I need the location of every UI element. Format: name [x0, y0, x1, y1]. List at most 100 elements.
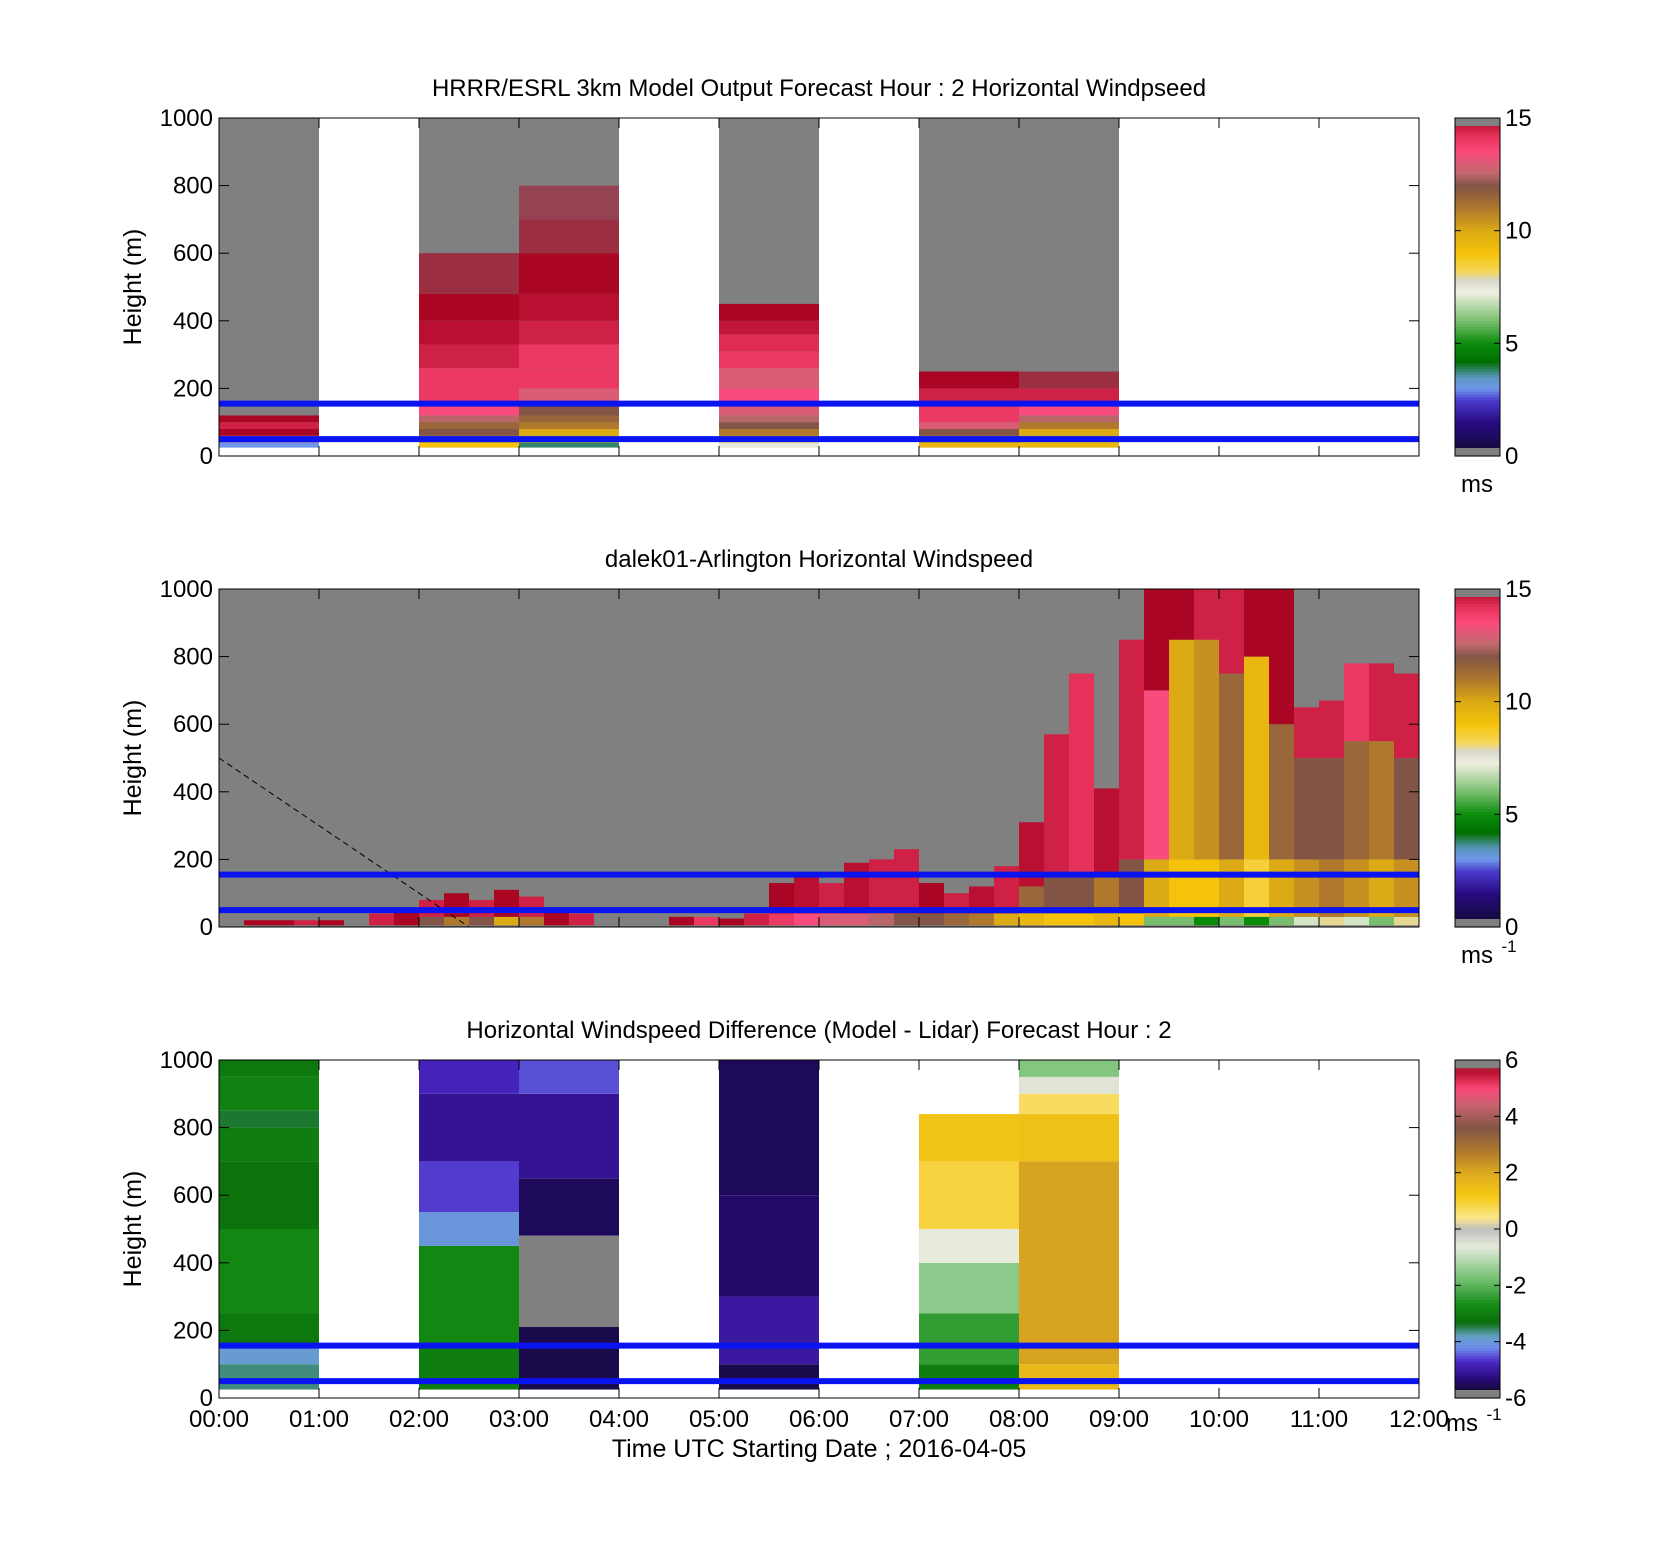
colorbar-tick-label: 0 [1505, 914, 1518, 941]
colorbar-swatch [1455, 1240, 1500, 1244]
no-data-cell [519, 1235, 619, 1328]
colorbar-swatch [1455, 433, 1500, 437]
data-cell [919, 1229, 1019, 1263]
colorbar-swatch [1455, 1144, 1500, 1148]
data-cell [419, 1245, 519, 1348]
data-cell [719, 415, 819, 423]
colorbar-swatch [1455, 281, 1500, 285]
colorbar-swatch [1455, 803, 1500, 807]
colorbar-swatch [1455, 179, 1500, 184]
data-cell [894, 849, 919, 914]
colorbar-swatch [1455, 1321, 1500, 1326]
data-cell [1269, 589, 1294, 725]
colorbar-swatch [1455, 1293, 1500, 1298]
data-cell [1069, 913, 1094, 926]
colorbar-swatch [1455, 622, 1500, 627]
data-cell [919, 428, 1019, 436]
data-cell [219, 415, 319, 423]
colorbar-swatch [1455, 639, 1500, 644]
colorbar-swatch [1455, 907, 1500, 911]
y-axis-label: Height (m) [119, 229, 147, 346]
colorbar-swatch [1455, 1152, 1500, 1157]
colorbar: 0 5 10 15 ms -1 [1454, 576, 1532, 969]
data-cell [419, 415, 519, 423]
colorbar-swatch [1455, 896, 1500, 900]
data-cell [419, 405, 519, 416]
colorbar-swatch [1455, 631, 1500, 635]
colorbar-swatch [1455, 1279, 1500, 1284]
data-cell [1344, 663, 1369, 742]
x-tick-label: 02:00 [389, 1406, 449, 1433]
colorbar-swatch [1455, 667, 1500, 672]
y-tick-label: 800 [173, 1115, 213, 1142]
data-cell [1094, 913, 1119, 926]
data-cell [219, 422, 319, 429]
colorbar-swatch [1455, 227, 1500, 232]
colorbar-tick-label: 5 [1505, 330, 1518, 357]
data-column [919, 883, 944, 926]
colorbar-swatch [1455, 427, 1500, 432]
data-cell [419, 1093, 519, 1162]
colorbar-swatch [1455, 834, 1500, 838]
x-tick-label: 11:00 [1290, 1406, 1348, 1433]
y-tick-label: 800 [173, 644, 213, 671]
data-column [269, 920, 294, 926]
data-cell [1319, 758, 1344, 860]
data-column [1019, 1060, 1119, 1390]
colorbar-swatch [1455, 1274, 1500, 1278]
data-cell [1219, 589, 1244, 674]
data-column [919, 1114, 1019, 1390]
colorbar-swatch [1455, 696, 1500, 700]
colorbar-swatch [1455, 1130, 1500, 1134]
colorbar-swatch [1455, 862, 1500, 866]
colorbar-swatch [1455, 230, 1500, 235]
colorbar-swatch [1455, 743, 1500, 748]
colorbar-swatch [1455, 1121, 1500, 1126]
data-cell [1169, 639, 1194, 860]
colorbar-swatch [1455, 1138, 1500, 1143]
x-tick-label: 01:00 [289, 1406, 349, 1433]
colorbar-swatch [1455, 1071, 1500, 1075]
data-cell [544, 910, 569, 926]
y-tick-label: 200 [173, 1317, 213, 1344]
colorbar-swatch [1455, 687, 1500, 691]
data-cell [1044, 913, 1069, 926]
colorbar-swatch [1455, 710, 1500, 714]
data-column [1294, 707, 1319, 926]
data-cell [419, 293, 519, 321]
colorbar-swatch [1455, 915, 1500, 920]
colorbar-swatch [1455, 653, 1500, 658]
colorbar-swatch [1455, 312, 1500, 316]
colorbar-swatch [1455, 1324, 1500, 1329]
colorbar-swatch [1455, 256, 1500, 260]
colorbar-swatch [1455, 357, 1500, 361]
colorbar-swatch [1455, 332, 1500, 336]
data-column [744, 913, 769, 926]
data-column [1119, 639, 1144, 926]
colorbar-swatch [1455, 600, 1500, 604]
colorbar-swatch [1455, 351, 1500, 356]
colorbar-tick-label: 5 [1505, 801, 1518, 828]
data-cell [369, 913, 394, 926]
colorbar-swatch [1455, 1229, 1500, 1233]
y-tick-label: 200 [173, 846, 213, 873]
data-column [294, 920, 319, 926]
colorbar-swatch [1455, 1276, 1500, 1281]
colorbar-swatch [1455, 408, 1500, 412]
data-cell [719, 351, 819, 369]
colorbar-swatch [1455, 258, 1500, 263]
data-cell [1019, 371, 1119, 389]
colorbar-swatch [1455, 205, 1500, 209]
colorbar-swatch [1455, 1164, 1500, 1168]
colorbar-swatch [1455, 1110, 1500, 1115]
colorbar-swatch [1455, 693, 1500, 697]
colorbar-swatch [1455, 673, 1500, 677]
colorbar-swatch [1455, 1313, 1500, 1317]
data-cell [244, 920, 269, 926]
colorbar-swatch [1455, 1248, 1500, 1253]
colorbar-cap [1455, 118, 1500, 126]
data-column [419, 118, 519, 448]
data-cell [1194, 639, 1219, 860]
data-cell [969, 913, 994, 926]
